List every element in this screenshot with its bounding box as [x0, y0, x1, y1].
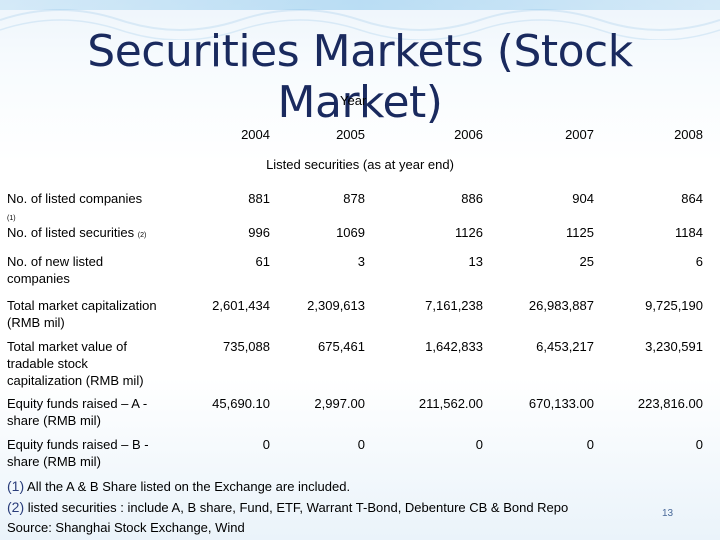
cell-value: 3: [357, 254, 365, 269]
cell-value: 26,983,887: [528, 298, 594, 313]
cell-value: 1126: [455, 225, 483, 240]
cell-value: 996: [248, 225, 270, 240]
cell-value: 61: [255, 254, 270, 269]
footnote-number: (2): [7, 499, 25, 515]
slide-title: Securities Markets (Stock Market): [87, 26, 633, 128]
decorative-top-band: [0, 0, 720, 10]
cell-value: 2,997.00: [314, 396, 365, 411]
footnote-number: (1): [7, 478, 25, 494]
cell-value: 670,133.00: [528, 396, 594, 411]
cell-value: 0: [586, 437, 594, 452]
cell-value: 1184: [675, 225, 703, 240]
year-2008: 2008: [674, 127, 703, 142]
cell-value: 0: [695, 437, 703, 452]
cell-value: 0: [262, 437, 270, 452]
section-caption: Listed securities (as at year end): [266, 157, 454, 172]
cell-value: 7,161,238: [425, 298, 483, 313]
row-label: No. of listed securities (2): [7, 225, 147, 240]
cell-value: 3,230,591: [645, 339, 703, 354]
cell-value: 886: [461, 191, 483, 206]
row-label: Equity funds raised – A -share (RMB mil): [7, 396, 148, 428]
cell-value: 878: [343, 191, 365, 206]
cell-value: 9,725,190: [645, 298, 703, 313]
cell-value: 2,601,434: [212, 298, 270, 313]
footnote-text: listed securities : include A, B share, …: [27, 500, 569, 515]
cell-value: 904: [572, 191, 594, 206]
year-2007: 2007: [565, 127, 594, 142]
footnote-2: (2) listed securities : include A, B sha…: [7, 497, 568, 518]
cell-value: 2,309,613: [307, 298, 365, 313]
cell-value: 25: [579, 254, 594, 269]
cell-value: 864: [681, 191, 703, 206]
cell-value: 13: [468, 254, 483, 269]
year-2004: 2004: [241, 127, 270, 142]
cell-value: 735,088: [223, 339, 270, 354]
footnote-text: All the A & B Share listed on the Exchan…: [27, 479, 351, 494]
decorative-swirl-pattern: [0, 9, 720, 40]
footnote-1: (1) All the A & B Share listed on the Ex…: [7, 476, 568, 497]
footnotes: (1) All the A & B Share listed on the Ex…: [7, 476, 568, 538]
footnote-marker: (2): [137, 232, 147, 239]
year-2005: 2005: [336, 127, 365, 142]
cell-value: 1,642,833: [425, 339, 483, 354]
row-label: Equity funds raised – B -share (RMB mil): [7, 437, 149, 469]
cell-value: 1069: [336, 225, 365, 240]
cell-value: 0: [357, 437, 365, 452]
cell-value: 881: [248, 191, 270, 206]
year-2006: 2006: [454, 127, 483, 142]
cell-value: 675,461: [318, 339, 365, 354]
cell-value: 1125: [566, 225, 594, 240]
footnote-marker: (1): [7, 215, 16, 222]
source-line: Source: Shanghai Stock Exchange, Wind: [7, 520, 245, 535]
cell-value: 45,690.10: [212, 396, 270, 411]
row-label: No. of new listed companies: [7, 254, 104, 286]
cell-value: 6,453,217: [536, 339, 594, 354]
cell-value: 6: [695, 254, 703, 269]
row-label: Total market value of tradable stock cap…: [7, 339, 144, 388]
page-number: 13: [662, 508, 674, 519]
row-label: Total market capitalization (RMB mil): [7, 298, 157, 330]
cell-value: 211,562.00: [418, 396, 483, 411]
cell-value: 223,816.00: [637, 396, 703, 411]
cell-value: 0: [475, 437, 483, 452]
row-label: No. of listed companies (1): [7, 191, 143, 222]
year-header: Year: [340, 93, 367, 108]
